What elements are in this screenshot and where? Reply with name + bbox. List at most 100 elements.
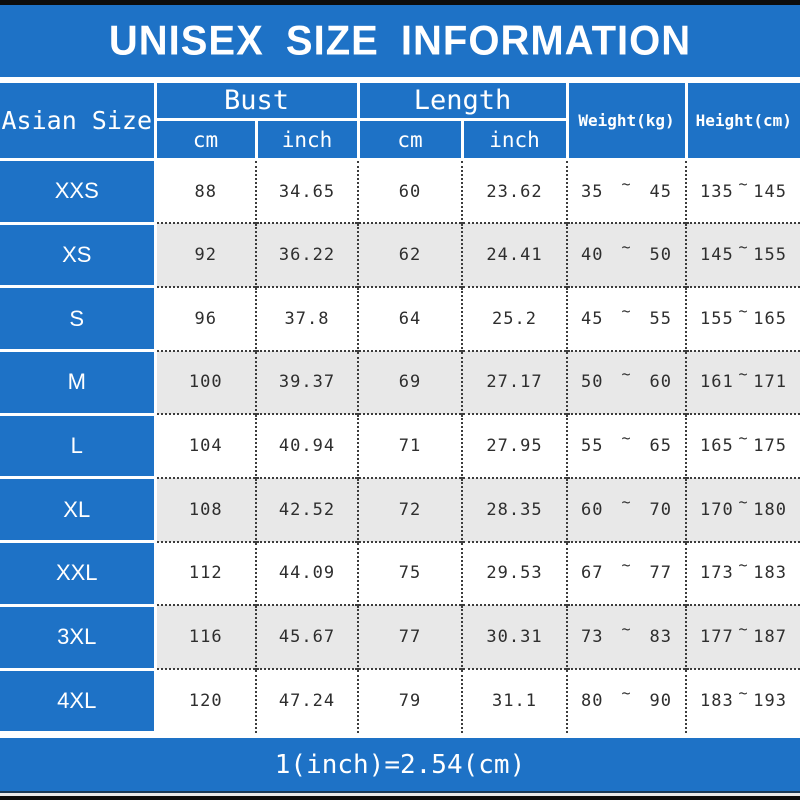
col-header-asian-size: Asian Size (0, 80, 157, 161)
weight-max: 50 (649, 245, 673, 266)
height-min: 135 (700, 181, 734, 202)
weight-max: 65 (649, 436, 673, 457)
title-divider (0, 77, 800, 80)
weight-min: 40 (581, 245, 604, 266)
table-header: Asian Size Bust Length Weight(kg) Height… (0, 80, 800, 161)
bust-inch-value: 34.65 (255, 158, 358, 224)
bust-cm-value: 116 (154, 604, 256, 669)
weight-range-wrap: 35 ~45 (568, 175, 685, 202)
bust-inch-value: 40.94 (255, 413, 358, 478)
length-inch-value: 31.1 (460, 668, 568, 733)
weight-range: 40 ~50 (566, 222, 687, 287)
bottom-light-strip (0, 793, 800, 797)
height-min: 161 (700, 372, 734, 393)
size-label: L (0, 412, 157, 480)
tilde: ~ (738, 301, 749, 320)
title-bar: UNISEX SIZE INFORMATION (0, 5, 800, 77)
weight-max: 90 (649, 691, 673, 712)
col-header-bust-inch: inch (254, 118, 360, 161)
length-inch-value: 27.17 (460, 349, 568, 415)
bust-cm-value: 104 (154, 413, 256, 478)
weight-range: 67 ~77 (566, 540, 687, 606)
weight-range: 73 ~83 (566, 604, 687, 669)
weight-range-wrap: 73 ~83 (568, 620, 685, 648)
weight-max: 77 (649, 563, 673, 584)
tilde: ~ (738, 492, 749, 511)
tilde: ~ (621, 684, 632, 703)
tilde: ~ (738, 620, 749, 639)
page-title: UNISEX SIZE INFORMATION (108, 17, 692, 64)
weight-range-wrap: 50 ~60 (568, 365, 685, 393)
length-cm-value: 77 (357, 604, 462, 669)
length-inch-value: 30.31 (460, 604, 568, 669)
height-range: 170 ~180 (685, 476, 800, 542)
height-max: 145 (753, 181, 788, 202)
weight-min: 73 (581, 627, 604, 648)
length-cm-value: 60 (357, 158, 462, 224)
height-range: 177 ~187 (685, 604, 800, 669)
header-sub-row: cm inch cm inch (0, 118, 800, 161)
length-inch-value: 23.62 (460, 158, 568, 224)
height-min: 165 (700, 436, 734, 457)
height-range-wrap: 183 ~193 (687, 684, 800, 712)
weight-range-wrap: 60 ~70 (568, 493, 685, 520)
height-range: 161 ~171 (685, 349, 800, 415)
height-max: 193 (753, 691, 788, 712)
weight-range-wrap: 55 ~65 (568, 429, 685, 457)
height-max: 175 (753, 436, 788, 457)
weight-min: 35 (581, 181, 604, 202)
weight-max: 60 (649, 372, 673, 393)
bust-cm-value: 120 (154, 668, 256, 733)
tilde: ~ (621, 429, 632, 448)
length-inch-value: 28.35 (460, 476, 568, 542)
tilde: ~ (621, 556, 632, 575)
length-cm-value: 71 (357, 413, 462, 478)
header-group-row: Asian Size Bust Length Weight(kg) Height… (0, 80, 800, 161)
col-header-length-cm: cm (356, 118, 464, 161)
weight-range: 50 ~60 (566, 349, 687, 415)
bottom-black-bar (0, 796, 800, 800)
height-max: 187 (753, 627, 788, 648)
bust-inch-value: 42.52 (255, 476, 358, 542)
weight-range: 60 ~70 (566, 476, 687, 542)
height-min: 170 (700, 499, 734, 520)
tilde: ~ (621, 174, 632, 193)
col-group-length: Length (356, 80, 569, 121)
table-row-4xl: 4XL 120 47.24 79 31.1 80 ~90 183 ~193 (0, 667, 800, 735)
bust-inch-value: 37.8 (255, 285, 358, 351)
height-range: 145 ~155 (685, 222, 800, 287)
height-max: 183 (753, 563, 788, 584)
size-label: S (0, 285, 157, 353)
table-row-m: M 100 39.37 69 27.17 50 ~60 161 ~171 (0, 349, 800, 416)
length-cm-value: 79 (357, 668, 462, 733)
table-row-l: L 104 40.94 71 27.95 55 ~65 165 ~175 (0, 412, 800, 480)
tilde: ~ (738, 238, 749, 257)
height-range-wrap: 170 ~180 (687, 493, 800, 520)
table-row-3xl: 3XL 116 45.67 77 30.31 73 ~83 177 ~187 (0, 603, 800, 671)
tilde: ~ (738, 365, 749, 384)
weight-min: 55 (581, 436, 604, 457)
size-label: M (0, 349, 157, 416)
length-inch-value: 25.2 (460, 285, 568, 351)
weight-min: 50 (581, 372, 604, 393)
bust-inch-value: 36.22 (255, 222, 358, 287)
size-label: 4XL (0, 667, 157, 735)
weight-max: 70 (649, 499, 673, 520)
weight-range: 35 ~45 (566, 158, 687, 224)
weight-range-wrap: 45 ~55 (568, 302, 685, 329)
weight-min: 60 (581, 499, 604, 520)
table-row-xxs: XXS 88 34.65 60 23.62 35 ~45 135 ~145 (0, 158, 800, 225)
footer-bar: 1(inch)=2.54(cm) (0, 738, 800, 794)
weight-max: 45 (649, 181, 673, 202)
height-range-wrap: 173 ~183 (687, 556, 800, 584)
height-max: 180 (753, 499, 788, 520)
height-max: 165 (753, 308, 788, 329)
size-label: XXL (0, 540, 157, 607)
conversion-note: 1(inch)=2.54(cm) (274, 749, 526, 780)
table-row-xl: XL 108 42.52 72 28.35 60 ~70 170 ~180 (0, 476, 800, 544)
height-max: 171 (753, 372, 788, 393)
height-range-wrap: 135 ~145 (687, 175, 800, 202)
bust-inch-value: 44.09 (255, 540, 358, 606)
weight-min: 45 (581, 308, 604, 329)
length-cm-value: 69 (357, 349, 462, 415)
